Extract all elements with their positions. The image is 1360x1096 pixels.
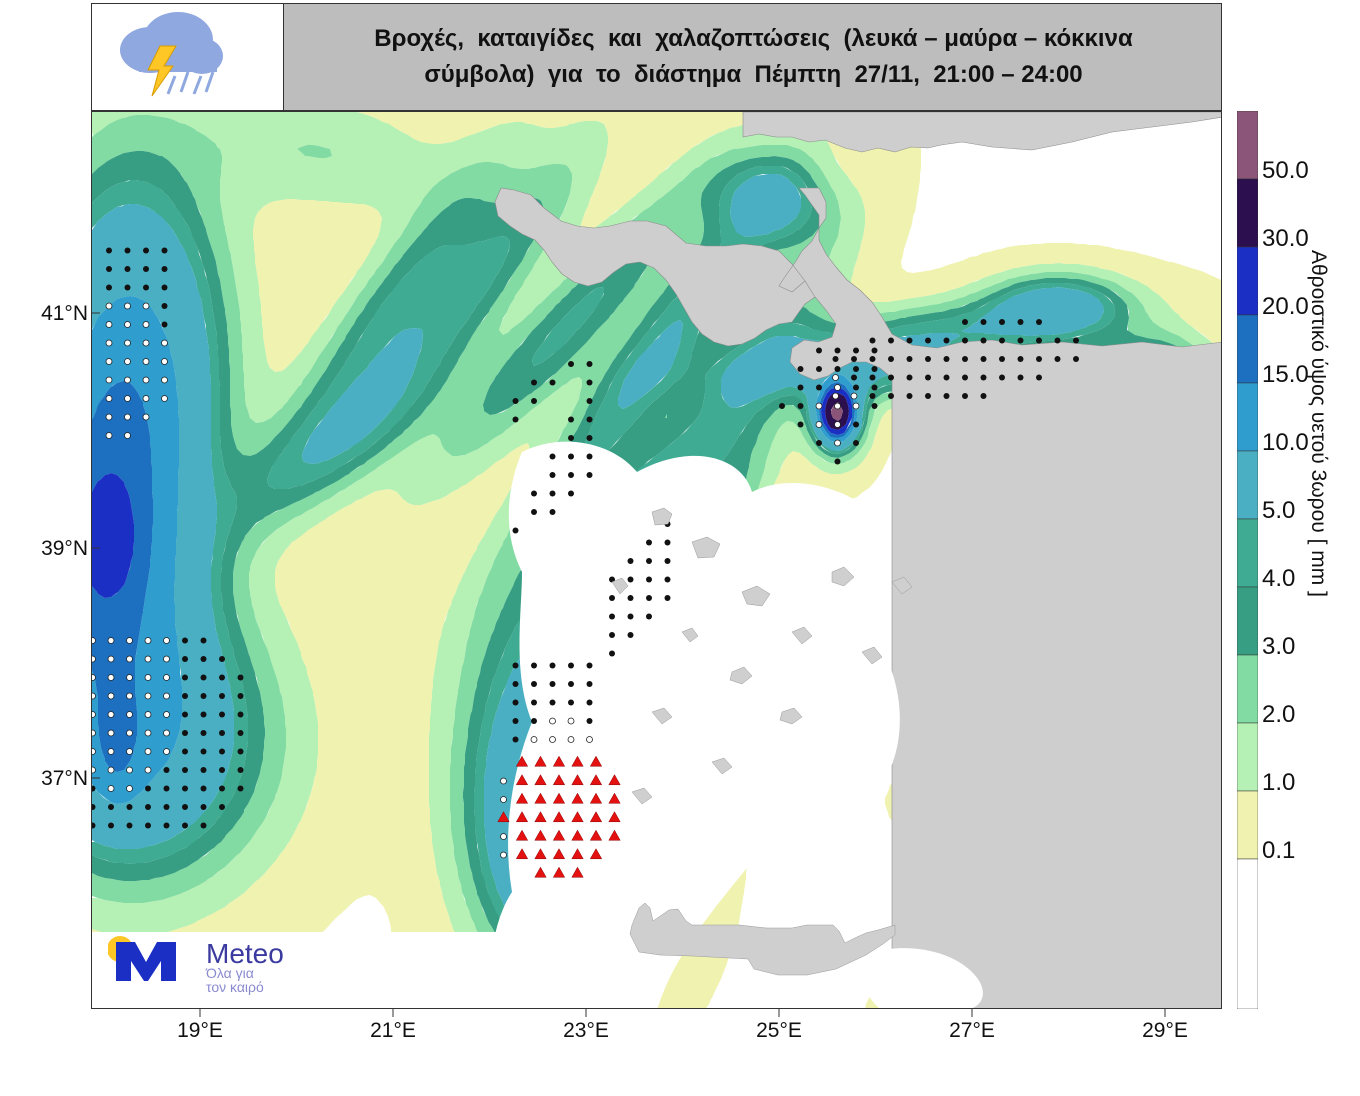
svg-text:41°N: 41°N <box>41 302 88 325</box>
svg-text:27°E: 27°E <box>949 1019 995 1042</box>
svg-text:23°E: 23°E <box>563 1019 609 1042</box>
svg-text:25°E: 25°E <box>756 1019 802 1042</box>
svg-text:39°N: 39°N <box>41 537 88 560</box>
svg-text:21°E: 21°E <box>370 1019 416 1042</box>
svg-text:29°E: 29°E <box>1142 1019 1188 1042</box>
svg-text:19°E: 19°E <box>177 1019 223 1042</box>
svg-text:τον καιρό: τον καιρό <box>206 979 264 995</box>
svg-text:37°N: 37°N <box>41 767 88 790</box>
